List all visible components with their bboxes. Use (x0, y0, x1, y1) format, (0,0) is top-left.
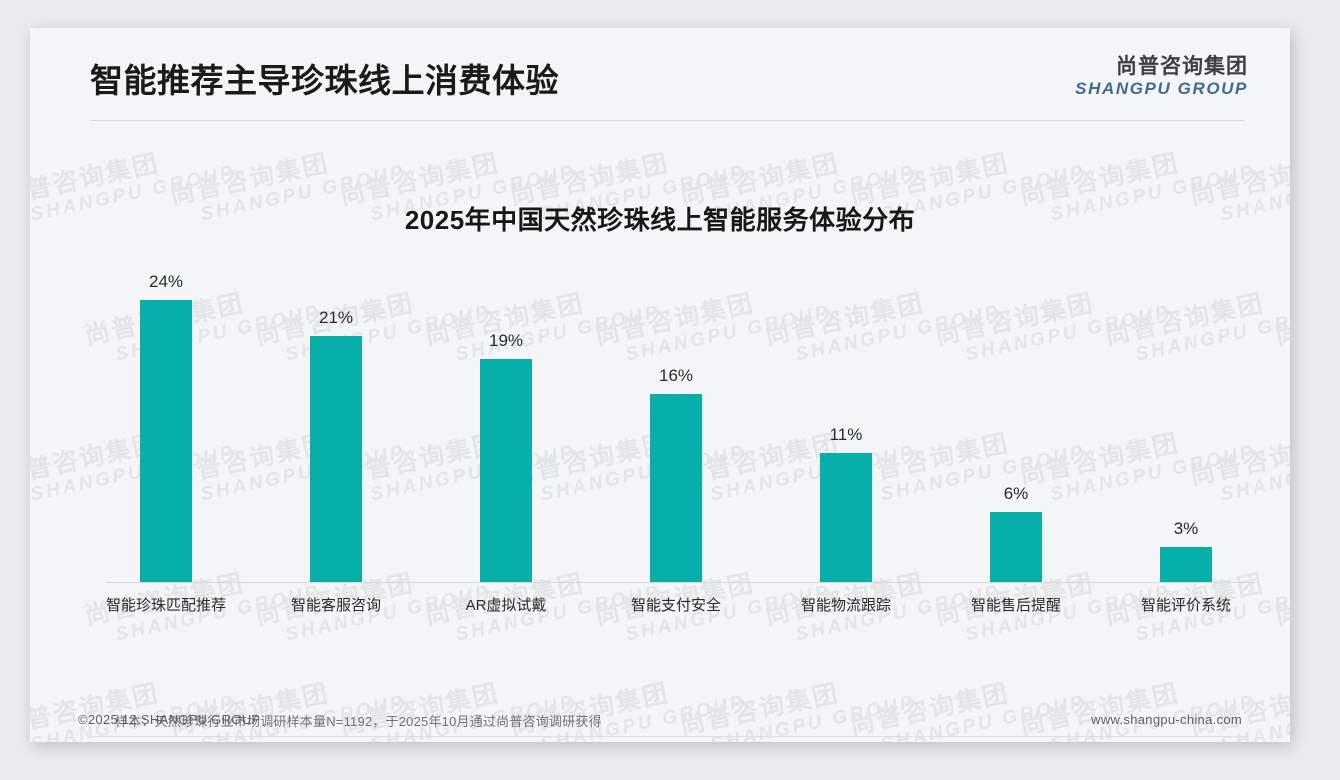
chart-bar[interactable] (1160, 546, 1212, 582)
bar-group[interactable]: 6% (990, 484, 1042, 582)
slide-card: 尚普咨询集团 SHANGPU GROUP 尚普咨询集团 SHANGPU GROUP 尚普… (30, 28, 1290, 742)
slide-header: 智能推荐主导珍珠线上消费体验 尚普咨询集团 SHANGPU GROUP (30, 28, 1290, 120)
x-axis-line (106, 582, 1258, 583)
note-divider (88, 736, 1246, 737)
bar-group[interactable]: 19% (480, 331, 532, 582)
logo-chinese-text: 尚普咨询集团 (1116, 55, 1248, 78)
bar-chart-plot: 24% 21% 19% 16% 11% 6% 3% (78, 272, 1258, 583)
brand-logo: 尚普咨询集团 SHANGPU GROUP (1075, 55, 1248, 99)
bar-value-label: 6% (1003, 483, 1029, 503)
chart-bar[interactable] (820, 452, 872, 582)
bar-group[interactable]: 16% (650, 366, 702, 582)
sample-note: 样本：天然珍珠行业市场调研样本量N=1192，于2025年10月通过尚普咨询调研… (115, 714, 602, 729)
chart-bar[interactable] (480, 359, 532, 582)
logo-english-text: SHANGPU GROUP (1075, 79, 1248, 99)
chart-bar[interactable] (310, 335, 362, 582)
bar-value-label: 16% (658, 366, 694, 386)
page-title: 智能推荐主导珍珠线上消费体验 (90, 62, 559, 99)
bar-group[interactable]: 3% (1160, 519, 1212, 582)
footer-website: www.shangpu-china.com (1091, 712, 1242, 727)
slide-footer: ©2025.12 SHANGPU GROUP www.shangpu-china… (30, 700, 1290, 742)
bar-value-label: 3% (1173, 518, 1199, 538)
category-label: AR虚拟试戴 (465, 597, 547, 614)
bar-value-label: 19% (488, 331, 524, 351)
category-label: 智能物流跟踪 (800, 597, 891, 614)
category-label: 智能支付安全 (630, 597, 721, 614)
bar-group[interactable]: 11% (820, 425, 872, 582)
chart-bar[interactable] (990, 511, 1042, 582)
category-label: 智能评价系统 (1140, 597, 1231, 614)
bar-value-label: 24% (148, 272, 184, 292)
bar-value-label: 11% (829, 424, 863, 444)
bar-group[interactable]: 24% (140, 272, 192, 582)
header-divider (90, 120, 1245, 121)
bar-value-label: 21% (318, 307, 354, 327)
chart-bar[interactable] (140, 300, 192, 582)
chart-bar[interactable] (650, 394, 702, 582)
bar-group[interactable]: 21% (310, 308, 362, 582)
category-label: 智能售后提醒 (970, 597, 1061, 614)
category-label: 智能客服咨询 (290, 597, 381, 614)
chart-title: 2025年中国天然珍珠线上智能服务体验分布 (404, 205, 916, 235)
category-label: 智能珍珠匹配推荐 (105, 597, 226, 614)
footer-copyright: ©2025.12 SHANGPU GROUP (78, 712, 261, 727)
